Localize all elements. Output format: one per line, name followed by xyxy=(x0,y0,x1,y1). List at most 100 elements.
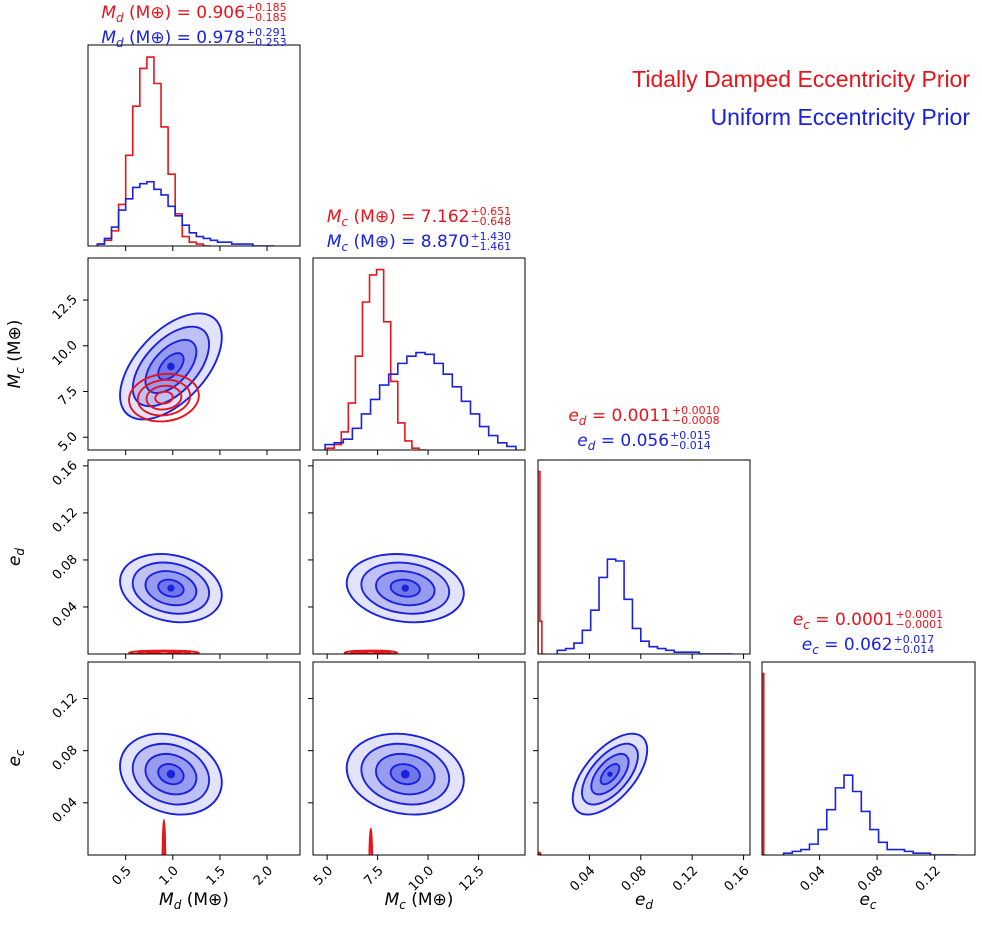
xtick-label-Md-0: 0.5 xyxy=(110,863,135,888)
contour-uniform-ed-Md-3 xyxy=(119,553,223,624)
panel-ed-vs-Md: 0.04 0.08 0.12 0.16 xyxy=(50,458,301,659)
frame-1-1 xyxy=(312,257,526,451)
ytick-label-ed-3: 0.16 xyxy=(50,458,81,489)
ytick-label-ed-1: 0.08 xyxy=(50,552,81,583)
contour-uniform-ed-Mc-2 xyxy=(360,561,451,615)
hist-Md-tidal xyxy=(96,56,211,246)
xtick-label-Md-1: 1.0 xyxy=(157,863,182,888)
frame-0-0 xyxy=(87,44,301,247)
ytick-label-Mc-1: 7.5 xyxy=(56,384,81,409)
contour-uniform-Mc-Md-1 xyxy=(144,338,198,394)
xtick-label-ed-3: 0.16 xyxy=(722,863,753,894)
panel-ec-vs-ed: 0.04 0.08 0.12 0.16 xyxy=(533,661,753,895)
ytick-label-Mc-3: 12.5 xyxy=(50,292,81,323)
ytick-label-ec-2: 0.12 xyxy=(50,691,81,722)
title-Md-uniform: Md (M⊕) = 0.978 +0.291 −0.253 xyxy=(101,26,287,50)
title-Mc-uniform: Mc (M⊕) = 8.870 +1.430 −1.461 xyxy=(326,230,512,254)
frame-3-0 xyxy=(87,661,301,856)
title-ed-uniform: ed = 0.056 +0.015 −0.014 xyxy=(577,429,711,453)
contour-uniform-ec-Mc-2 xyxy=(360,742,451,806)
contour-tidal-Mc-Md-0 xyxy=(154,390,174,405)
contour-tidal-Mc-Md-2 xyxy=(136,378,192,417)
xlabel-Mc: Mc (M⊕) xyxy=(385,890,454,912)
ylabel-ed: ed xyxy=(5,548,27,566)
contour-uniform-ec-Mc-0 xyxy=(389,763,421,786)
frame-3-3 xyxy=(761,661,976,856)
contour-uniform-ed-Md-1 xyxy=(144,570,198,607)
contour-uniform-Mc-Md-3 xyxy=(119,312,223,421)
contour-tidal-ed-Mc-3 xyxy=(343,649,398,654)
legend-entry-uniform: Uniform Eccentricity Prior xyxy=(710,104,970,130)
ytick-label-ec-1: 0.08 xyxy=(50,743,81,774)
legend-entry-tidal: Tidally Damped Eccentricity Prior xyxy=(632,66,970,92)
frame-2-0 xyxy=(87,459,301,655)
peak-uniform-ed-Mc xyxy=(401,584,409,592)
xtick-label-ec-2: 0.12 xyxy=(913,863,944,894)
xtick-label-ec-0: 0.04 xyxy=(798,863,829,894)
contour-uniform-ec-Md-0 xyxy=(157,763,185,786)
title-ec-tidal: ec = 0.0001 +0.0001 −0.0001 xyxy=(792,608,944,632)
xtick-label-Mc-3: 12.5 xyxy=(457,863,488,894)
ytick-label-Mc-2: 10.0 xyxy=(50,338,81,369)
contour-tidal-ed-Md-3 xyxy=(128,649,200,654)
panel-ec-vs-Mc: 5.0 7.5 10.0 12.5 xyxy=(308,661,526,895)
peak-uniform-ec-Mc xyxy=(400,769,410,779)
ytick-label-ed-0: 0.04 xyxy=(50,599,81,630)
contour-uniform-ed-Mc-1 xyxy=(375,570,436,607)
hist-Md-uniform xyxy=(96,180,275,246)
frame-3-2 xyxy=(537,661,751,856)
xtick-label-ed-2: 0.12 xyxy=(670,863,701,894)
peak-uniform-ec-Md xyxy=(166,769,176,779)
frame-1-0 xyxy=(87,257,301,451)
frame-2-2 xyxy=(537,459,751,655)
xtick-label-Md-2: 1.5 xyxy=(204,863,229,888)
contour-uniform-ec-ed-2 xyxy=(581,742,639,806)
contour-tidal-Mc-Md-1 xyxy=(145,384,183,411)
ylabel-Mc: Mc (M⊕) xyxy=(5,320,27,389)
hist-ec-uniform xyxy=(782,774,957,855)
panel-Mc-vs-Md: 5.0 7.5 10.0 12.5 xyxy=(50,257,301,455)
contour-uniform-ec-Md-3 xyxy=(119,732,223,816)
frame-2-1 xyxy=(312,459,526,655)
peak-uniform-ed-Md xyxy=(167,584,175,592)
panel-Mc-vs-Mc xyxy=(312,257,526,455)
xlabel-ec: ec xyxy=(859,890,876,912)
contour-uniform-ed-Mc-0 xyxy=(389,578,421,598)
contour-uniform-ed-Mc-3 xyxy=(345,553,465,624)
title-ed-tidal: ed = 0.0011 +0.0010 −0.0008 xyxy=(568,404,720,428)
contour-uniform-ec-Md-2 xyxy=(131,742,211,806)
contour-uniform-ec-ed-1 xyxy=(590,752,630,796)
hist-ed-uniform xyxy=(556,558,733,654)
peak-uniform-ec-ed xyxy=(607,771,613,777)
panel-ed-vs-ed xyxy=(537,459,751,659)
hist-ec-tidal xyxy=(762,672,766,855)
xtick-label-Mc-0: 5.0 xyxy=(311,863,336,888)
panel-ec-vs-Md: 0.5 1.0 1.5 2.0 0.04 0.08 0.12 xyxy=(50,661,301,889)
title-Md-tidal: Md (M⊕) = 0.906 +0.185 −0.185 xyxy=(101,1,287,25)
contour-uniform-ed-Md-2 xyxy=(131,561,211,615)
panel-ed-vs-Mc xyxy=(308,459,526,659)
hist-Mc-uniform xyxy=(324,351,517,450)
xtick-label-Mc-1: 7.5 xyxy=(361,863,386,888)
contour-uniform-ec-Md-1 xyxy=(144,752,198,796)
hist-Mc-tidal xyxy=(326,268,427,450)
contour-uniform-ec-Mc-3 xyxy=(345,732,465,816)
hist-ed-tidal xyxy=(538,470,544,654)
peak-uniform-Mc-Md xyxy=(167,362,175,371)
xtick-label-ed-0: 0.04 xyxy=(567,863,598,894)
xtick-label-Md-3: 2.0 xyxy=(251,863,276,888)
title-Mc-tidal: Mc (M⊕) = 7.162 +0.651 −0.648 xyxy=(326,205,512,229)
ytick-label-ec-0: 0.04 xyxy=(50,795,81,826)
xlabel-ed: ed xyxy=(635,890,653,912)
contour-uniform-ed-Md-0 xyxy=(157,578,185,598)
panel-ec-vs-ec: 0.04 0.08 0.12 xyxy=(761,661,976,895)
frame-3-1 xyxy=(312,661,526,856)
contour-uniform-ec-ed-0 xyxy=(599,763,621,786)
contour-uniform-Mc-Md-0 xyxy=(157,352,185,381)
title-ec-uniform: ec = 0.062 +0.017 −0.014 xyxy=(801,633,935,657)
ytick-label-ed-2: 0.12 xyxy=(50,505,81,536)
xlabel-Md: Md (M⊕) xyxy=(159,890,229,912)
contour-tidal-Mc-Md-3 xyxy=(128,372,200,423)
ylabel-ec: ec xyxy=(5,749,27,766)
